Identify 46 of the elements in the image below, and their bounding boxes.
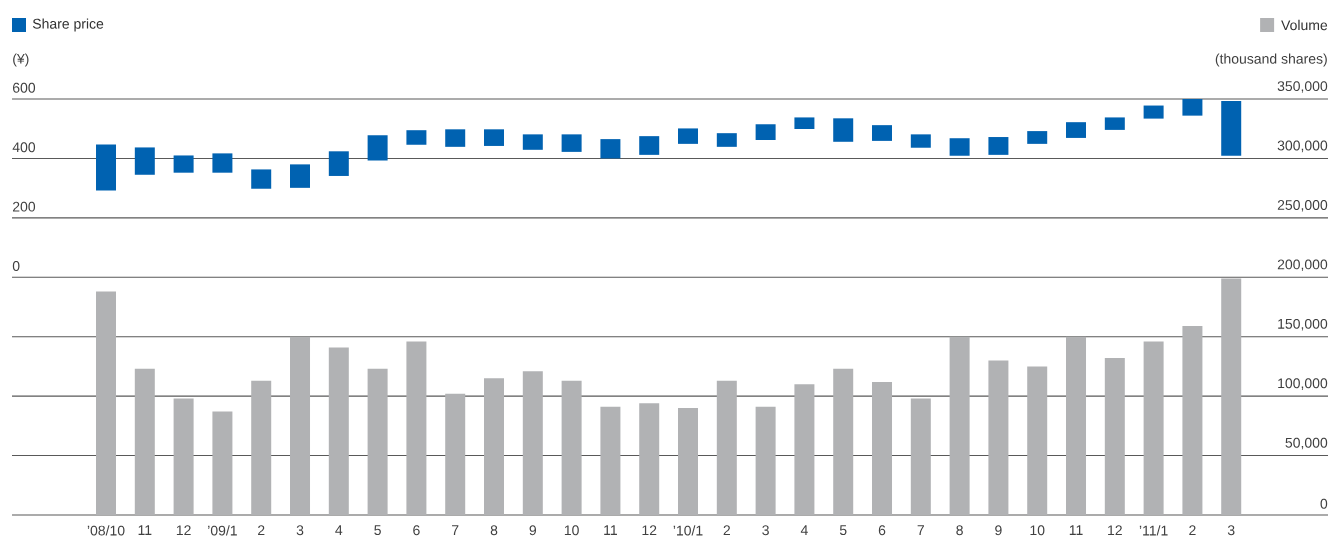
y2-tick-label: 150,000 xyxy=(1278,318,1328,331)
legend-label: Volume xyxy=(1281,19,1328,31)
x-tick-label: 11 xyxy=(1069,525,1083,535)
x-tick-label: 12 xyxy=(1108,525,1122,536)
x-tick-label: 3 xyxy=(762,525,769,536)
x-tick-label: ’11/1 xyxy=(1139,525,1168,536)
y-tick-label: 0 xyxy=(12,261,20,272)
x-tick-label: 4 xyxy=(335,525,343,535)
y-tick-label: 200 xyxy=(12,201,36,212)
x-tick-label: 6 xyxy=(878,525,886,536)
x-tick-label: ’09/1 xyxy=(208,525,237,536)
x-tick-label: 8 xyxy=(956,525,963,536)
x-tick-label: 5 xyxy=(839,525,847,536)
x-tick-label: 7 xyxy=(452,525,459,535)
x-tick-label: 2 xyxy=(723,525,730,536)
x-tick-label: 8 xyxy=(490,525,498,536)
x-tick-label: 2 xyxy=(1189,525,1196,536)
x-tick-label: 3 xyxy=(1227,525,1235,536)
x-tick-label: 6 xyxy=(413,525,420,536)
x-tick-label: 2 xyxy=(258,525,265,536)
x-tick-label: 10 xyxy=(1030,525,1045,536)
y2-axis-title: (thousand shares) xyxy=(1215,53,1327,67)
x-tick-label: 12 xyxy=(176,525,191,536)
x-tick-label: 5 xyxy=(374,525,381,536)
y2-tick-label: 300,000 xyxy=(1277,140,1328,153)
x-tick-label: 10 xyxy=(564,525,579,536)
x-tick-label: 4 xyxy=(800,525,808,535)
y-tick-label: 400 xyxy=(12,142,36,153)
y2-tick-label: 0 xyxy=(1320,498,1328,509)
y-axis-title: (¥) xyxy=(13,53,29,67)
x-tick-label: 3 xyxy=(296,525,304,536)
legend-label: Share price xyxy=(32,18,104,32)
x-tick-label: 9 xyxy=(529,525,537,536)
x-tick-label: ’08/10 xyxy=(87,525,125,536)
x-tick-label: 12 xyxy=(642,525,657,536)
x-tick-label: 11 xyxy=(604,525,617,535)
y2-tick-label: 350,000 xyxy=(1277,81,1328,93)
y2-tick-label: 100,000 xyxy=(1278,378,1328,390)
x-tick-label: 11 xyxy=(138,525,152,535)
y2-tick-label: 50,000 xyxy=(1285,437,1328,450)
y2-tick-label: 250,000 xyxy=(1277,200,1328,212)
x-tick-label: 9 xyxy=(995,525,1002,536)
x-tick-label: ’10/1 xyxy=(673,525,703,536)
x-tick-label: 7 xyxy=(917,525,924,535)
y2-tick-label: 200,000 xyxy=(1277,259,1328,272)
y-tick-label: 600 xyxy=(12,82,36,93)
